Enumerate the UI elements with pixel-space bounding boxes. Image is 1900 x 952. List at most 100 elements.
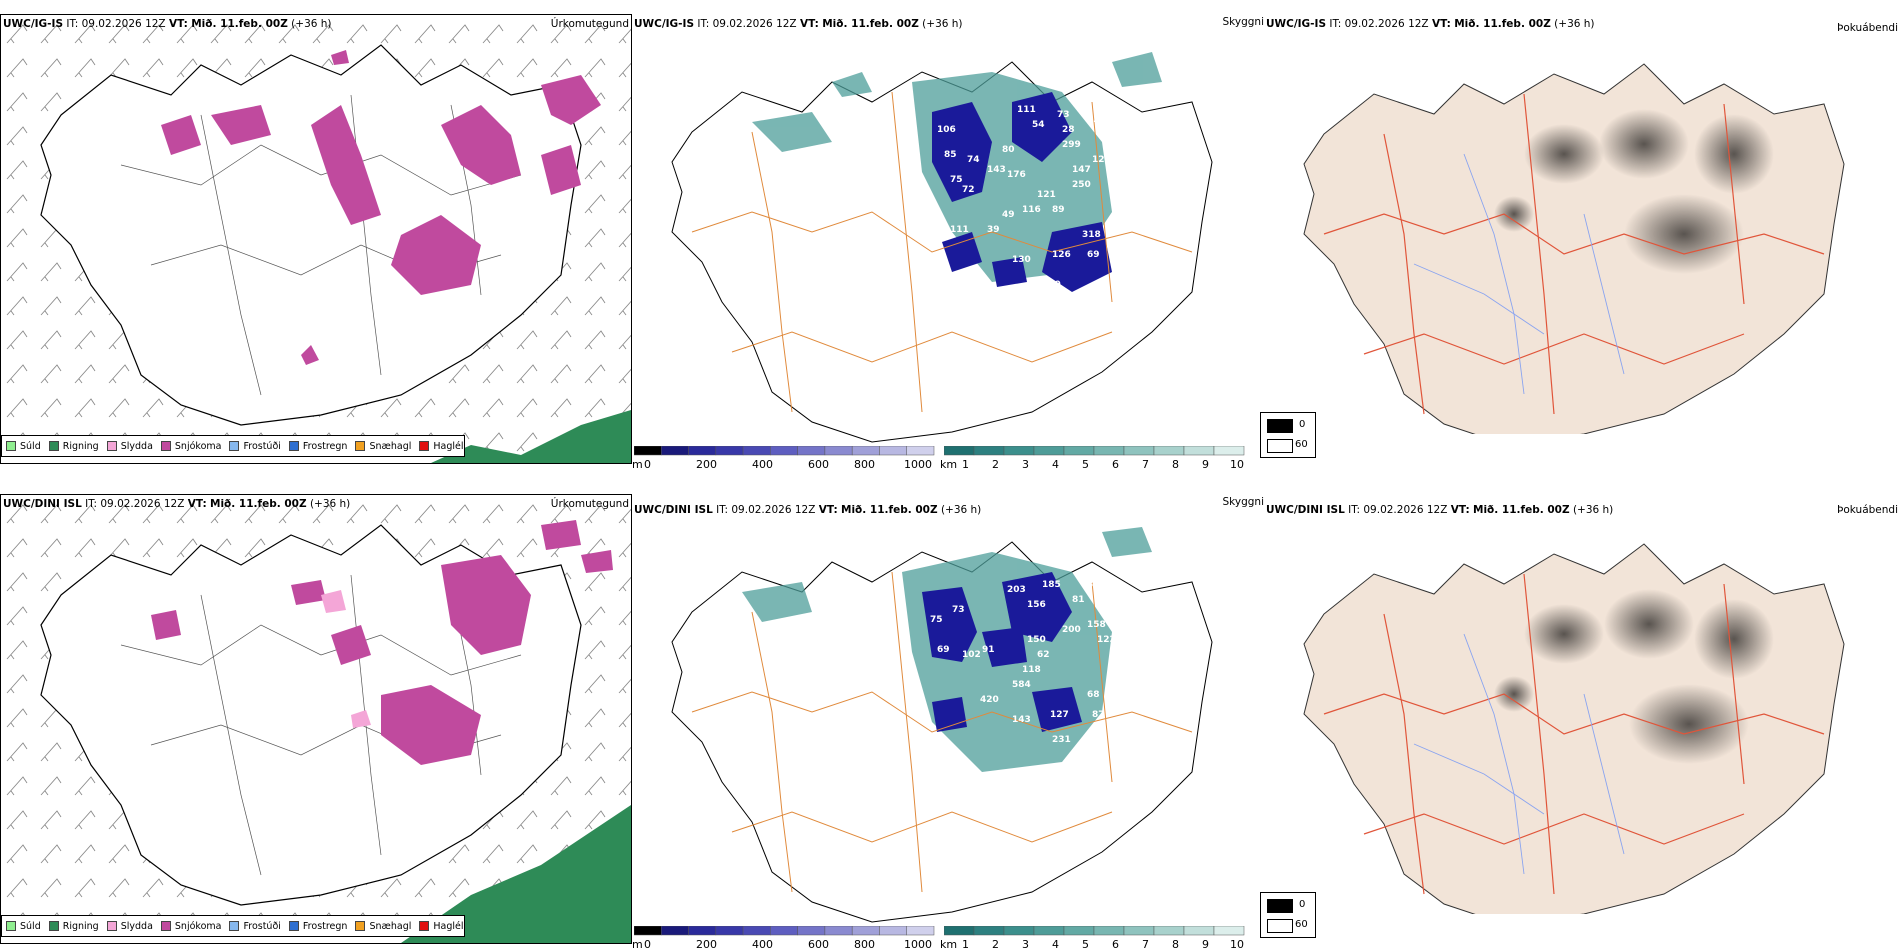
svg-text:136: 136 — [1110, 605, 1129, 615]
m-tick: 800 — [854, 938, 875, 951]
svg-text:250: 250 — [1072, 180, 1091, 190]
svg-text:73: 73 — [1057, 110, 1070, 120]
cloud-base-scale-labels: m 0 200 400 600 800 1000 — [632, 458, 942, 472]
fog-swatch-low — [1267, 439, 1293, 453]
legend-item-frostregn: Frostregn — [288, 921, 347, 932]
precip-type-panel-row1: UWC/DINI ISL IT: 09.02.2026 12Z VT: Mið.… — [0, 494, 632, 944]
valid-time: Mið. 11.feb. 00Z — [210, 498, 307, 510]
scale-swatch — [944, 446, 975, 456]
legend-item-snaehagl: Snæhagl — [355, 921, 411, 932]
init-label: IT: — [66, 18, 79, 30]
visibility-scale — [944, 446, 1245, 456]
fog-label-low: 60 — [1295, 919, 1308, 930]
panel-title: Þokuábendi — [1837, 504, 1898, 516]
scale-swatch — [879, 446, 907, 456]
svg-text:200: 200 — [1062, 625, 1081, 635]
fog-swatch-low — [1267, 919, 1293, 933]
model-name: UWC/IG-IS — [634, 18, 695, 30]
km-tick: 7 — [1142, 458, 1149, 471]
lead-time: (+36 h) — [309, 498, 351, 510]
scale-swatch — [715, 926, 744, 936]
cloud-map-row1: 75 73 69 102 91 203 185 81 342 156 200 1… — [671, 527, 1213, 923]
svg-text:584: 584 — [1012, 680, 1031, 690]
scale-swatch — [770, 926, 798, 936]
km-unit: km — [940, 458, 958, 471]
svg-text:54: 54 — [1032, 120, 1045, 130]
svg-text:74: 74 — [967, 155, 980, 165]
legend-item-snjokoma: Snjókoma — [160, 441, 221, 452]
init-time: 09.02.2026 12Z — [1363, 504, 1448, 516]
km-tick: 9 — [1202, 938, 1209, 951]
legend-item-sudd: Súld — [6, 441, 41, 452]
svg-text:231: 231 — [1052, 735, 1071, 745]
scale-swatch — [906, 926, 935, 936]
svg-text:122: 122 — [1097, 635, 1116, 645]
km-tick: 9 — [1202, 458, 1209, 471]
svg-text:318: 318 — [1082, 230, 1101, 240]
scale-swatch — [851, 926, 880, 936]
init-time: 09.02.2026 12Z — [712, 18, 797, 30]
svg-text:150: 150 — [1027, 635, 1046, 645]
legend-item-haglel: Haglél — [419, 921, 464, 932]
fog-map-row0 — [1303, 63, 1845, 434]
init-time: 09.02.2026 12Z — [100, 498, 185, 510]
km-tick: 2 — [992, 938, 999, 951]
model-name: UWC/IG-IS — [3, 18, 64, 30]
lead-time: (+36 h) — [291, 18, 332, 30]
svg-text:130: 130 — [1012, 255, 1031, 265]
svg-text:106: 106 — [937, 125, 956, 135]
scale-swatch — [634, 926, 662, 936]
scale-swatch — [1093, 446, 1125, 456]
panel-title: Skyggni — [1222, 16, 1265, 28]
scale-swatch — [661, 926, 689, 936]
scale-swatch — [742, 446, 771, 456]
lead-time: (+36 h) — [1572, 504, 1614, 516]
fog-legend: 0 60 — [1260, 412, 1316, 458]
valid-label: VT: — [799, 18, 819, 30]
panel-header: UWC/IG-IS IT: 09.02.2026 12Z VT: Mið. 11… — [3, 18, 332, 30]
scale-swatch — [634, 446, 662, 456]
legend-item-frostudi: Frostúði — [229, 921, 281, 932]
fog-swatch-high — [1267, 899, 1293, 913]
init-label: IT: — [1329, 18, 1342, 30]
valid-label: VT: — [818, 504, 838, 516]
scale-swatch — [1003, 446, 1035, 456]
svg-text:192: 192 — [1112, 165, 1131, 175]
precip-legend: Súld Rigning Slydda Snjókoma Frostúði Fr… — [1, 435, 465, 457]
m-tick: 200 — [696, 938, 717, 951]
km-tick: 8 — [1172, 458, 1179, 471]
svg-text:89: 89 — [1052, 205, 1065, 215]
km-tick: 4 — [1052, 938, 1059, 951]
svg-text:98: 98 — [1102, 130, 1115, 140]
legend-item-frostregn: Frostregn — [288, 441, 347, 452]
scale-swatch — [1183, 926, 1215, 936]
km-tick: 8 — [1172, 938, 1179, 951]
scale-swatch — [797, 446, 826, 456]
cloud-base-scale — [634, 926, 935, 936]
m-tick: 600 — [808, 938, 829, 951]
legend-item-haglel: Haglél — [419, 441, 464, 452]
svg-text:62: 62 — [1037, 650, 1050, 660]
scale-swatch — [688, 926, 717, 936]
svg-text:143: 143 — [1012, 715, 1031, 725]
init-time: 09.02.2026 12Z — [81, 18, 166, 30]
scale-swatch — [661, 446, 689, 456]
legend-item-snaehagl: Snæhagl — [355, 441, 411, 452]
scale-swatch — [824, 446, 853, 456]
svg-text:203: 203 — [1007, 585, 1026, 595]
scale-swatch — [1003, 926, 1035, 936]
precip-type-panel-row0: UWC/IG-IS IT: 09.02.2026 12Z VT: Mið. 11… — [0, 14, 632, 464]
fog-label-high: 0 — [1299, 419, 1306, 430]
fog-panel-row0: UWC/IG-IS IT: 09.02.2026 12Z VT: Mið. 11… — [1260, 14, 1900, 464]
svg-text:121: 121 — [1037, 190, 1056, 200]
svg-text:91: 91 — [982, 645, 995, 655]
init-label: IT: — [85, 498, 98, 510]
svg-text:81: 81 — [1072, 595, 1085, 605]
svg-text:330: 330 — [1042, 280, 1061, 290]
km-tick: 3 — [1022, 458, 1029, 471]
scale-swatch — [1123, 926, 1155, 936]
scale-swatch — [797, 926, 826, 936]
precip-map-row0 — [1, 15, 631, 463]
m-tick: 200 — [696, 458, 717, 471]
legend-item-snjokoma: Snjókoma — [160, 921, 221, 932]
